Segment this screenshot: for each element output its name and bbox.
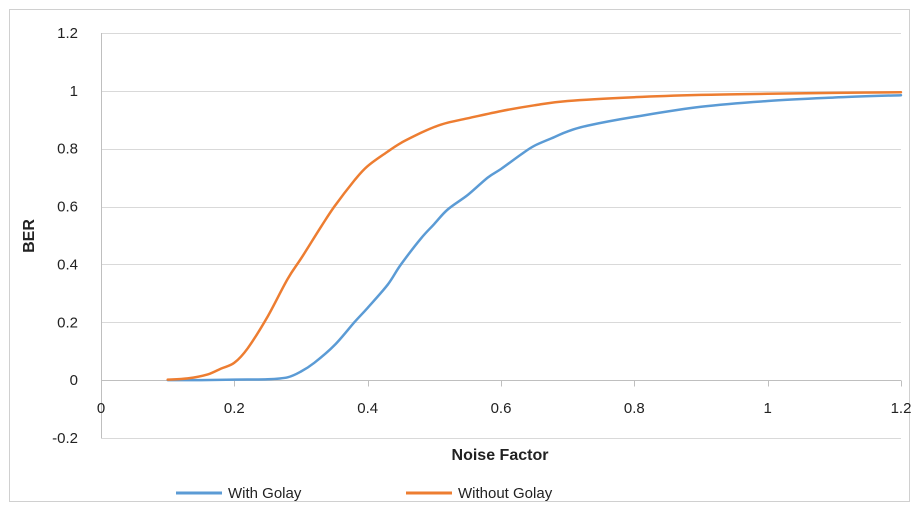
x-tick-label: 1 <box>763 400 771 417</box>
legend-item-without-golay: Without Golay <box>406 485 553 502</box>
y-tick-label: 0 <box>70 372 78 389</box>
series-line-with-golay <box>166 93 903 382</box>
legend-item-with-golay: With Golay <box>176 485 302 502</box>
y-axis-title: BER <box>21 219 38 253</box>
series-line-without-golay <box>166 91 903 381</box>
chart-border <box>9 9 910 502</box>
x-tick-label: 1.2 <box>891 400 912 417</box>
x-tick-label: 0.6 <box>491 400 512 417</box>
y-tick-label: 0.6 <box>57 199 78 216</box>
y-tick-label: 1 <box>70 83 78 100</box>
y-tick-label: -0.2 <box>52 430 78 447</box>
x-tick-label: 0.4 <box>357 400 378 417</box>
gridlines <box>101 33 901 439</box>
x-axis-title: Noise Factor <box>452 447 549 464</box>
y-tick-label: 0.2 <box>57 314 78 331</box>
legend: With Golay Without Golay <box>176 485 553 502</box>
legend-label-with-golay: With Golay <box>228 485 302 502</box>
x-tick-labels: 0 0.2 0.4 0.6 0.8 1 1.2 <box>97 400 912 417</box>
legend-label-without-golay: Without Golay <box>458 485 553 502</box>
x-tick-label: 0 <box>97 400 105 417</box>
y-tick-label: 1.2 <box>57 25 78 42</box>
x-tick-label: 0.8 <box>624 400 645 417</box>
y-tick-labels: -0.2 0 0.2 0.4 0.6 0.8 1 1.2 <box>52 25 78 447</box>
y-tick-label: 0.4 <box>57 256 78 273</box>
x-tick-label: 0.2 <box>224 400 245 417</box>
y-tick-label: 0.8 <box>57 141 78 158</box>
series-lines <box>166 91 903 382</box>
